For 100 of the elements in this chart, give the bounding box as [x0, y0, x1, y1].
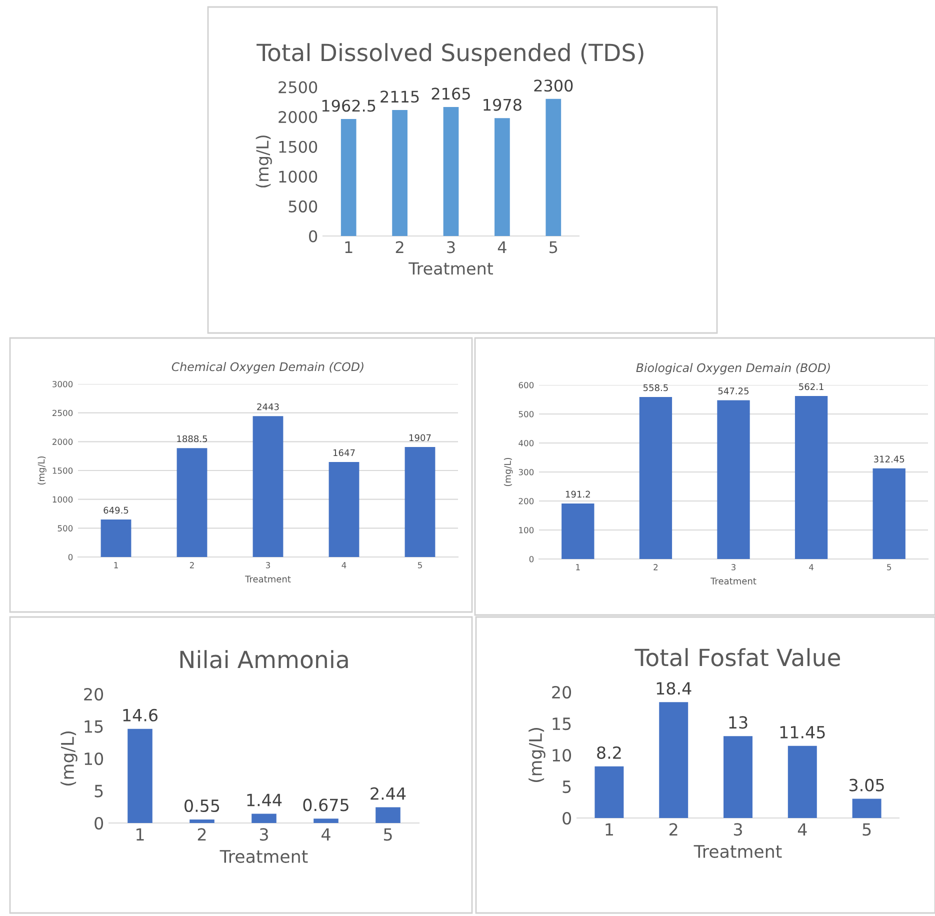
y-axis-title: (mg/L)	[38, 456, 46, 485]
x-tick-label: 2	[670, 823, 678, 836]
data-label: 1907	[410, 434, 431, 442]
y-tick-label: 20	[84, 688, 104, 701]
y-tick-label: 15	[552, 718, 571, 730]
y-tick-label: 1000	[279, 170, 318, 183]
x-tick-label: 1	[136, 828, 144, 841]
bar	[376, 807, 400, 823]
bar	[252, 416, 284, 557]
data-label: 547.25	[718, 388, 749, 394]
data-label: 0.675	[303, 798, 348, 812]
data-label: 1.44	[247, 794, 282, 806]
data-label: 14.6	[123, 708, 158, 722]
x-axis-title: Treatment	[710, 578, 756, 584]
bar	[594, 766, 624, 818]
y-tick-label: 400	[518, 440, 534, 446]
bar	[639, 397, 672, 559]
x-tick-label: 4	[798, 823, 807, 836]
y-tick-label: 3000	[52, 380, 73, 388]
bar	[190, 819, 214, 823]
bar	[404, 447, 436, 557]
data-label: 2443	[257, 403, 279, 410]
chart-title: Total Fosfat Value	[634, 648, 840, 666]
y-tick-label: 500	[58, 525, 73, 532]
y-tick-label: 1500	[279, 140, 318, 153]
data-label: 1962.5	[322, 100, 376, 112]
y-tick-label: 300	[518, 468, 534, 476]
bar	[562, 504, 594, 559]
x-tick-label: 4	[809, 564, 814, 570]
y-tick-label: 0	[94, 816, 104, 830]
y-tick-label: 10	[552, 748, 572, 762]
y-tick-label: 1000	[52, 496, 73, 503]
x-tick-label: 3	[260, 828, 268, 841]
y-axis-title: (mg/L)	[60, 731, 78, 786]
y-axis-title: (mg/L)	[256, 136, 272, 188]
chart-title: Nilai Ammonia	[180, 650, 348, 668]
x-tick-label: 3	[731, 564, 736, 570]
data-label: 191.2	[566, 490, 590, 498]
y-tick-label: 0	[529, 556, 534, 562]
x-tick-label: 5	[887, 564, 892, 570]
x-tick-label: 2	[654, 564, 658, 570]
data-label: 558.5	[643, 384, 668, 392]
y-tick-label: 5	[94, 784, 103, 798]
x-axis-title: Treatment	[408, 262, 493, 275]
x-tick-label: 4	[498, 241, 506, 253]
x-axis-title: Treatment	[245, 576, 291, 582]
data-label: 1978	[484, 98, 522, 111]
x-tick-label: 1	[345, 241, 352, 253]
data-label: 2300	[534, 80, 573, 92]
x-tick-label: 3	[734, 823, 742, 836]
x-tick-label: 4	[342, 562, 346, 568]
data-label: 3.05	[850, 778, 884, 792]
y-tick-label: 600	[518, 382, 534, 388]
y-tick-label: 0	[309, 230, 318, 242]
data-label: 562.1	[799, 383, 824, 390]
y-tick-label: 5	[562, 780, 571, 794]
data-label: 0.55	[184, 799, 220, 812]
y-tick-label: 15	[84, 720, 103, 733]
x-tick-label: 5	[418, 562, 422, 568]
y-axis-title: (mg/L)	[528, 728, 546, 782]
data-label: 2115	[380, 90, 419, 103]
data-label: 8.2	[597, 746, 621, 759]
bar	[788, 746, 817, 818]
x-tick-label: 2	[190, 562, 194, 568]
y-tick-label: 2500	[278, 81, 318, 94]
x-tick-label: 3	[266, 562, 270, 568]
data-label: 2165	[432, 88, 470, 100]
y-tick-label: 200	[518, 498, 534, 504]
y-tick-label: 2000	[278, 111, 318, 124]
y-tick-label: 1500	[52, 467, 73, 474]
chart-title: Biological Oxygen Demain (BOD)	[636, 363, 830, 374]
bar	[717, 400, 750, 559]
x-tick-label: 1	[576, 564, 580, 570]
data-label: 312.45	[874, 456, 904, 462]
bar	[724, 736, 752, 818]
y-tick-label: 0	[562, 812, 572, 825]
y-tick-label: 500	[288, 200, 318, 212]
x-tick-label: 2	[396, 241, 404, 253]
x-tick-label: 5	[384, 828, 392, 841]
bar	[314, 818, 338, 823]
y-tick-label: 10	[84, 752, 104, 766]
data-label: 11.45	[780, 726, 825, 738]
x-axis-title: Treatment	[220, 850, 308, 863]
chart-title: Total Dissolved Suspended (TDS)	[256, 43, 644, 66]
y-tick-label: 0	[68, 554, 73, 560]
data-label: 18.4	[656, 682, 692, 695]
bar	[794, 396, 828, 559]
data-label: 1647	[334, 449, 355, 456]
x-axis-title: Treatment	[694, 845, 782, 858]
data-label: 649.5	[104, 506, 128, 514]
data-label: 2.44	[370, 787, 406, 800]
y-tick-label: 20	[552, 686, 572, 699]
bar	[128, 728, 152, 823]
data-label: 1888.5	[177, 435, 208, 442]
y-tick-label: 100	[519, 526, 534, 534]
x-tick-label: 1	[114, 562, 118, 568]
bar	[100, 520, 132, 557]
bar	[328, 462, 360, 557]
y-tick-label: 2000	[52, 438, 73, 445]
x-tick-label: 5	[862, 823, 871, 836]
